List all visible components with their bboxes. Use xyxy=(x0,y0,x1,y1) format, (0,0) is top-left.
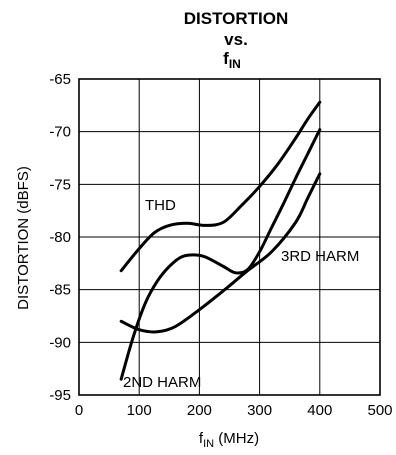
x-axis-label-f: f xyxy=(199,430,204,447)
y-tick-label: -90 xyxy=(49,334,71,351)
y-tick-label: -75 xyxy=(49,176,71,193)
y-tick-labels: -65 -70 -75 -80 -85 -90 -95 xyxy=(49,71,71,404)
x-axis-label: fIN (MHz) xyxy=(199,430,259,450)
series-line-3rd-harm xyxy=(119,172,322,334)
chart-title: DISTORTION vs. fIN xyxy=(184,9,289,71)
x-tick-labels: 0 100 200 300 400 500 xyxy=(75,402,393,419)
x-axis-label-unit: (MHz) xyxy=(214,430,259,447)
y-tick-label: -80 xyxy=(49,229,71,246)
series-line-thd xyxy=(119,100,322,273)
label-2nd-harm: 2ND HARM xyxy=(123,374,201,391)
plot-frame xyxy=(78,78,381,396)
title-line-1: DISTORTION xyxy=(184,9,289,28)
label-3rd-harm: 3RD HARM xyxy=(281,248,359,265)
title-line-2: vs. xyxy=(224,30,248,49)
x-tick-label: 300 xyxy=(247,402,272,419)
y-tick-label: -95 xyxy=(49,387,71,404)
x-tick-label: 200 xyxy=(187,402,212,419)
title-subscript: IN xyxy=(229,57,241,71)
series-line-2nd-harm xyxy=(119,128,322,381)
series-lines xyxy=(119,100,322,381)
title-line-3: fIN xyxy=(223,49,241,71)
x-axis-label-subscript: IN xyxy=(203,438,214,450)
x-tick-label: 400 xyxy=(307,402,332,419)
x-tick-label: 0 xyxy=(75,402,83,419)
grid-lines xyxy=(79,79,380,395)
y-axis-label: DISTORTION (dBFS) xyxy=(15,166,32,310)
y-tick-label: -70 xyxy=(49,124,71,141)
y-tick-label: -85 xyxy=(49,282,71,299)
title-f: f xyxy=(223,49,229,68)
x-tick-label: 100 xyxy=(127,402,152,419)
label-thd: THD xyxy=(145,197,176,214)
y-tick-label: -65 xyxy=(49,71,71,88)
plot-area xyxy=(78,78,381,396)
x-tick-label: 500 xyxy=(367,402,392,419)
